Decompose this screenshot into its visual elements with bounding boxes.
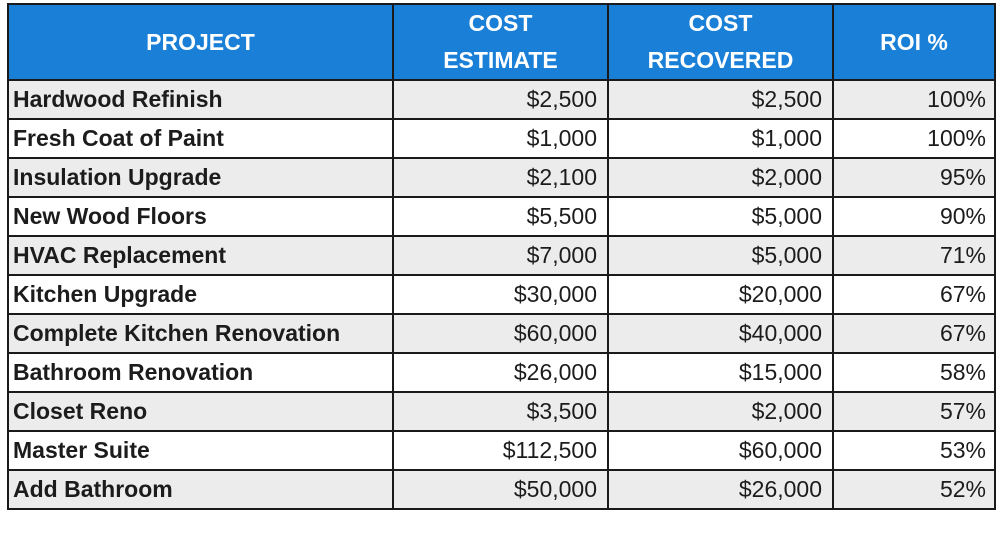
header-cost-estimate-line-1: COST: [468, 10, 533, 36]
header-cost-estimate-line-2: ESTIMATE: [443, 47, 558, 73]
roi-cell: 95%: [832, 157, 996, 198]
table-row: Bathroom Renovation $26,000 $15,000 58%: [7, 352, 996, 393]
roi-table: PROJECT COST ESTIMATE COST RECOVERED ROI…: [7, 3, 996, 510]
cost-recovered-cell: $15,000: [607, 352, 834, 393]
cost-recovered-cell: $2,500: [607, 79, 834, 120]
cost-recovered-cell: $20,000: [607, 274, 834, 315]
project-cell: Add Bathroom: [7, 469, 394, 510]
cost-estimate-cell: $26,000: [392, 352, 609, 393]
cost-recovered-cell: $60,000: [607, 430, 834, 471]
project-cell: Insulation Upgrade: [7, 157, 394, 198]
roi-cell: 67%: [832, 274, 996, 315]
cost-estimate-cell: $7,000: [392, 235, 609, 276]
table-row: Closet Reno $3,500 $2,000 57%: [7, 391, 996, 432]
table-row: Hardwood Refinish $2,500 $2,500 100%: [7, 79, 996, 120]
header-cost-recovered: COST RECOVERED: [607, 3, 834, 81]
table-row: Fresh Coat of Paint $1,000 $1,000 100%: [7, 118, 996, 159]
table-row: Insulation Upgrade $2,100 $2,000 95%: [7, 157, 996, 198]
cost-estimate-cell: $2,500: [392, 79, 609, 120]
project-cell: Fresh Coat of Paint: [7, 118, 394, 159]
project-cell: Kitchen Upgrade: [7, 274, 394, 315]
table-row: Kitchen Upgrade $30,000 $20,000 67%: [7, 274, 996, 315]
cost-recovered-cell: $5,000: [607, 196, 834, 237]
table-header: PROJECT COST ESTIMATE COST RECOVERED ROI…: [7, 3, 996, 81]
roi-cell: 100%: [832, 118, 996, 159]
cost-estimate-cell: $60,000: [392, 313, 609, 354]
header-cost-recovered-line-1: COST: [688, 10, 753, 36]
cost-recovered-cell: $1,000: [607, 118, 834, 159]
cost-estimate-cell: $1,000: [392, 118, 609, 159]
project-cell: Master Suite: [7, 430, 394, 471]
cost-estimate-cell: $3,500: [392, 391, 609, 432]
roi-cell: 100%: [832, 79, 996, 120]
cost-estimate-cell: $50,000: [392, 469, 609, 510]
roi-cell: 57%: [832, 391, 996, 432]
roi-cell: 53%: [832, 430, 996, 471]
cost-recovered-cell: $26,000: [607, 469, 834, 510]
cost-recovered-cell: $40,000: [607, 313, 834, 354]
table-row: Complete Kitchen Renovation $60,000 $40,00…: [7, 313, 996, 354]
cost-estimate-cell: $5,500: [392, 196, 609, 237]
table-row: Add Bathroom $50,000 $26,000 52%: [7, 469, 996, 510]
roi-cell: 58%: [832, 352, 996, 393]
cost-recovered-cell: $2,000: [607, 157, 834, 198]
header-project: PROJECT: [7, 3, 394, 81]
cost-estimate-cell: $30,000: [392, 274, 609, 315]
project-cell: Closet Reno: [7, 391, 394, 432]
header-roi-line: ROI %: [880, 28, 948, 55]
cost-recovered-cell: $2,000: [607, 391, 834, 432]
roi-cell: 71%: [832, 235, 996, 276]
header-cost-recovered-line-2: RECOVERED: [647, 47, 794, 73]
project-cell: Complete Kitchen Renovation: [7, 313, 394, 354]
project-cell: Hardwood Refinish: [7, 79, 394, 120]
header-roi: ROI %: [832, 3, 996, 81]
roi-cell: 52%: [832, 469, 996, 510]
table-row: Master Suite $112,500 $60,000 53%: [7, 430, 996, 471]
table-body: Hardwood Refinish $2,500 $2,500 100% Fresh C…: [7, 79, 996, 510]
project-cell: Bathroom Renovation: [7, 352, 394, 393]
project-cell: HVAC Replacement: [7, 235, 394, 276]
project-cell: New Wood Floors: [7, 196, 394, 237]
cost-recovered-cell: $5,000: [607, 235, 834, 276]
table-row: New Wood Floors $5,500 $5,000 90%: [7, 196, 996, 237]
roi-cell: 90%: [832, 196, 996, 237]
cost-estimate-cell: $2,100: [392, 157, 609, 198]
header-project-line: PROJECT: [146, 28, 255, 55]
header-cost-estimate: COST ESTIMATE: [392, 3, 609, 81]
table-row: HVAC Replacement $7,000 $5,000 71%: [7, 235, 996, 276]
roi-cell: 67%: [832, 313, 996, 354]
header-row: PROJECT COST ESTIMATE COST RECOVERED ROI…: [7, 3, 996, 81]
cost-estimate-cell: $112,500: [392, 430, 609, 471]
